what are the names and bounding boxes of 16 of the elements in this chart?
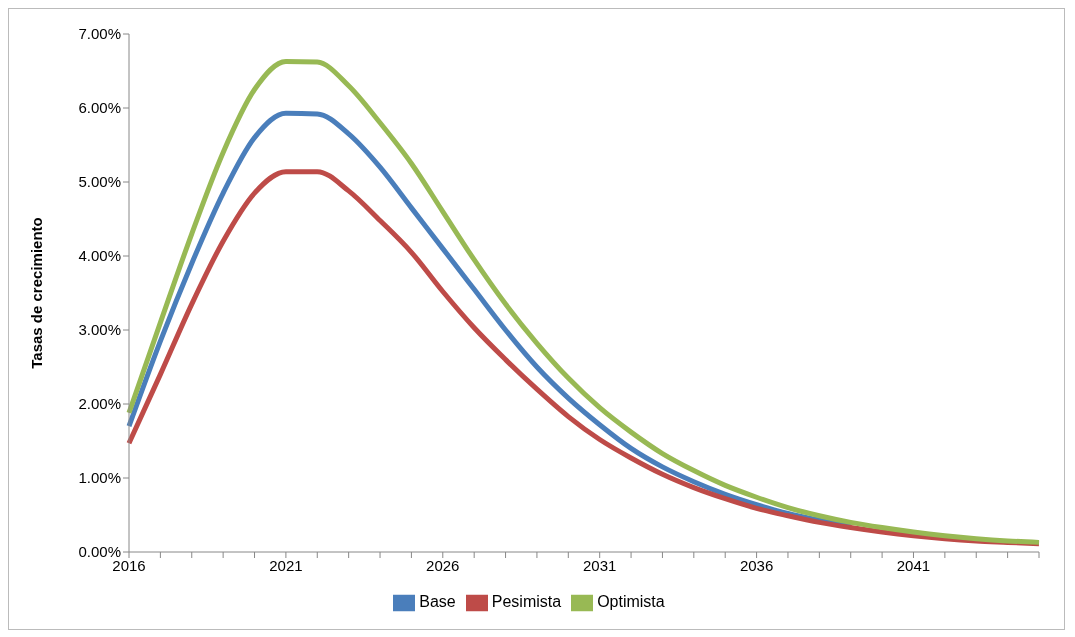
y-axis-title: Tasas de crecimiento: [28, 217, 46, 369]
x-tick-label: 2041: [896, 556, 931, 574]
y-tick-label: 7.00%: [78, 25, 121, 43]
x-tick-label: 2026: [426, 556, 460, 574]
y-tick-label: 2.00%: [78, 395, 121, 413]
x-tick-label: 2036: [739, 556, 774, 574]
y-tick-label: 6.00%: [78, 99, 121, 117]
x-tick-label: 2031: [583, 556, 617, 574]
x-tick-label: 2021: [269, 556, 303, 574]
y-tick-label: 4.00%: [78, 247, 121, 265]
y-tick-label: 1.00%: [78, 469, 121, 487]
legend-label: Base: [419, 593, 456, 611]
legend-label: Optimista: [597, 593, 665, 611]
legend-label: Pesimista: [491, 593, 562, 611]
y-tick-label: 5.00%: [78, 173, 121, 191]
y-tick-label: 3.00%: [78, 321, 121, 339]
